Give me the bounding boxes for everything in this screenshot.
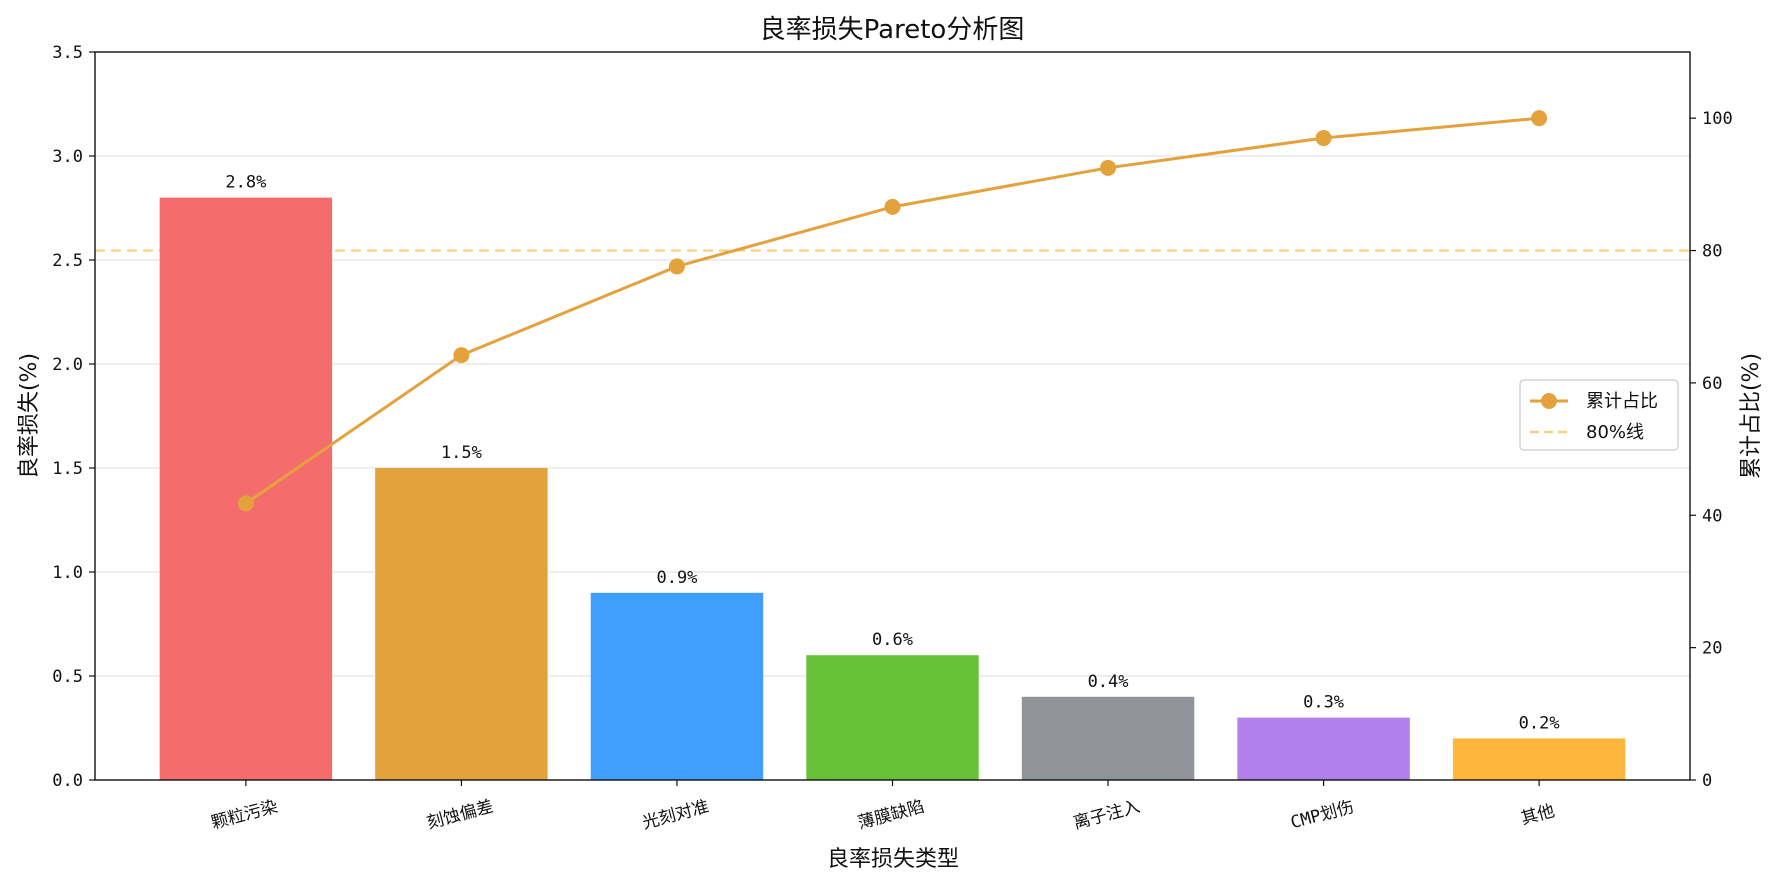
y2-tick-label: 0 <box>1702 771 1712 791</box>
y2-tick-label: 100 <box>1702 109 1733 129</box>
bar-layer <box>159 197 1626 781</box>
bar-data-label: 0.2% <box>1519 713 1560 733</box>
bar <box>1021 696 1195 780</box>
y2-tick-label: 60 <box>1702 374 1722 394</box>
x-tick-label: 刻蚀偏差 <box>425 797 496 834</box>
cumulative-point <box>453 347 470 364</box>
x-tick-label: CMP划伤 <box>1288 797 1356 833</box>
x-axis-title: 良率损失类型 <box>827 847 959 872</box>
x-tick-label: 薄膜缺陷 <box>856 797 927 834</box>
legend-label-80-line: 80%线 <box>1586 422 1644 443</box>
bar-data-label: 0.9% <box>656 568 697 588</box>
legend-marker-swatch <box>1541 393 1557 409</box>
cumulative-point <box>668 258 685 275</box>
y-tick-label: 2.0 <box>52 355 83 375</box>
chart-title: 良率损失Pareto分析图 <box>760 15 1025 45</box>
plot-frame <box>94 51 1691 781</box>
bar-data-label: 0.4% <box>1088 672 1129 692</box>
bar-data-label: 1.5% <box>441 443 482 463</box>
y-tick-label: 1.0 <box>52 563 83 583</box>
bar <box>1237 717 1410 780</box>
bar <box>375 468 548 780</box>
x-tick-label: 光刻对准 <box>640 797 711 834</box>
bar-data-label: 0.6% <box>872 630 913 650</box>
bar <box>1452 738 1626 780</box>
y2-axis-title: 累计占比(%) <box>1739 353 1764 479</box>
bar <box>590 592 764 780</box>
cumulative-point <box>1315 130 1332 147</box>
cumulative-point <box>884 198 901 215</box>
y-axis-title: 良率损失(%) <box>17 353 42 479</box>
cumulative-point <box>237 495 254 512</box>
y-tick-label: 0.0 <box>52 771 83 791</box>
axis-layer <box>89 51 1696 786</box>
legend: 累计占比 80%线 <box>1519 379 1679 451</box>
x-tick-label: 其他 <box>1519 801 1557 829</box>
bar <box>159 197 333 781</box>
cumulative-line <box>245 116 1540 505</box>
bar <box>806 655 979 780</box>
cumulative-line-layer <box>237 110 1548 512</box>
cumulative-point <box>1100 159 1117 176</box>
x-tick-label: 离子注入 <box>1071 797 1142 834</box>
y2-tick-label: 20 <box>1702 639 1722 659</box>
y2-tick-label: 40 <box>1702 506 1722 526</box>
y-tick-label: 0.5 <box>52 667 83 687</box>
y-tick-label: 3.5 <box>52 43 83 63</box>
y-tick-label: 1.5 <box>52 459 83 479</box>
y2-tick-label: 80 <box>1702 242 1722 262</box>
x-tick-label: 颗粒污染 <box>209 797 280 834</box>
grid-layer <box>95 51 1690 677</box>
legend-label-cumulative: 累计占比 <box>1586 391 1658 412</box>
bar-data-label: 2.8% <box>225 173 266 193</box>
bar-data-label: 0.3% <box>1303 693 1344 713</box>
y-tick-label: 3.0 <box>52 147 83 167</box>
y-tick-label: 2.5 <box>52 251 83 271</box>
cumulative-point <box>1531 110 1548 127</box>
